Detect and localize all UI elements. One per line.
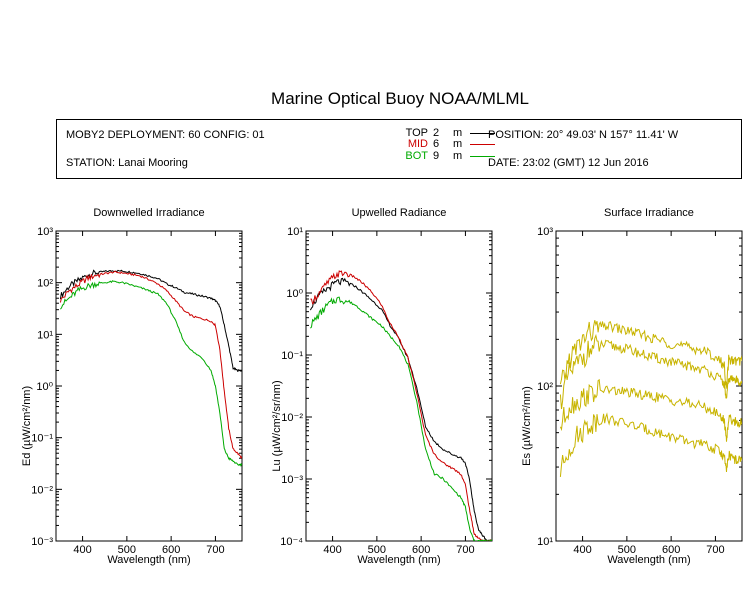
x-tick-label: 400 bbox=[73, 544, 91, 556]
x-axis-label: Wavelength (nm) bbox=[357, 554, 440, 566]
legend-bot: BOT 9 m bbox=[363, 150, 513, 162]
series-line-bot bbox=[60, 280, 242, 467]
series-line-1 bbox=[559, 333, 742, 410]
legend-mid: MID 6 m bbox=[363, 138, 513, 150]
legend-mid-line bbox=[470, 144, 495, 145]
y-tick-label: 10² bbox=[37, 278, 53, 290]
legend-top-depth: 2 bbox=[433, 127, 440, 139]
legend-bot-depth: 9 bbox=[433, 150, 440, 162]
chart-title: Downwelled Irradiance bbox=[93, 207, 204, 219]
y-tick-label: 10⁰ bbox=[36, 381, 53, 393]
y-tick-label: 10⁻⁴ bbox=[280, 536, 303, 548]
deployment-text: MOBY2 DEPLOYMENT: 60 CONFIG: 01 bbox=[66, 129, 265, 141]
x-tick-label: 600 bbox=[662, 544, 680, 556]
plot-frame bbox=[305, 230, 493, 542]
series-line-mid bbox=[59, 270, 242, 459]
y-tick-label: 10¹ bbox=[287, 226, 303, 238]
legend-top: TOP 2 m bbox=[363, 127, 513, 139]
chart-title: Surface Irradiance bbox=[604, 207, 694, 219]
x-tick-label: 700 bbox=[456, 544, 474, 556]
series-line-top bbox=[309, 277, 492, 541]
legend-bot-unit: m bbox=[453, 150, 463, 162]
y-axis-label: Lu (µW/cm²/sr/nm) bbox=[271, 380, 283, 471]
x-tick-label: 500 bbox=[118, 544, 136, 556]
y-tick-label: 10¹ bbox=[37, 329, 53, 341]
y-tick-label: 10⁻¹ bbox=[31, 433, 53, 445]
x-axis-label: Wavelength (nm) bbox=[607, 554, 690, 566]
y-tick-label: 10⁻³ bbox=[31, 536, 53, 548]
date-text: DATE: 23:02 (GMT) 12 Jun 2016 bbox=[488, 157, 649, 169]
y-tick-label: 10³ bbox=[37, 226, 53, 238]
y-tick-label: 10⁻² bbox=[31, 484, 53, 496]
x-tick-label: 400 bbox=[323, 544, 341, 556]
plot-frame bbox=[555, 230, 743, 542]
main-title: Marine Optical Buoy NOAA/MLML bbox=[271, 89, 529, 108]
x-tick-label: 600 bbox=[412, 544, 430, 556]
x-axis-label: Wavelength (nm) bbox=[107, 554, 190, 566]
y-axis-label: Ed (µW/cm²/nm) bbox=[21, 386, 33, 466]
legend-bot-line bbox=[470, 156, 495, 157]
chart-panel-2: Surface Irradiance 400 500 600 700 10¹ 10² 10³ W… bbox=[521, 207, 743, 566]
y-tick-label: 10² bbox=[537, 381, 553, 393]
series-line-top bbox=[59, 269, 242, 372]
chart-title: Upwelled Radiance bbox=[352, 207, 447, 219]
x-tick-label: 700 bbox=[206, 544, 224, 556]
chart-panel-0: Downwelled Irradiance 400 500 600 700 10⁻³ 10⁻… bbox=[21, 207, 243, 566]
y-axis-label: Es (µW/cm²/nm) bbox=[521, 386, 533, 466]
y-tick-label: 10³ bbox=[537, 226, 553, 238]
y-tick-label: 10⁻² bbox=[281, 412, 303, 424]
legend-top-line bbox=[470, 133, 495, 134]
y-tick-label: 10⁻³ bbox=[281, 474, 303, 486]
position-text: POSITION: 20° 49.03' N 157° 11.41' W bbox=[488, 129, 679, 141]
legend-mid-depth: 6 bbox=[433, 138, 440, 150]
x-tick-label: 400 bbox=[573, 544, 591, 556]
x-tick-label: 500 bbox=[368, 544, 386, 556]
x-tick-label: 500 bbox=[618, 544, 636, 556]
y-tick-label: 10⁻¹ bbox=[281, 350, 303, 362]
series-line-3 bbox=[559, 412, 742, 477]
legend-bot-name: BOT bbox=[405, 150, 428, 162]
info-box: MOBY2 DEPLOYMENT: 60 CONFIG: 01 STATION:… bbox=[56, 119, 742, 179]
x-tick-label: 700 bbox=[706, 544, 724, 556]
legend-top-unit: m bbox=[453, 127, 463, 139]
series-line-mid bbox=[310, 270, 492, 541]
station-text: STATION: Lanai Mooring bbox=[66, 157, 188, 169]
plot-frame bbox=[55, 230, 243, 542]
series-line-bot bbox=[310, 296, 492, 541]
legend-top-name: TOP bbox=[405, 127, 428, 139]
legend-mid-name: MID bbox=[407, 138, 428, 150]
chart-panel-1: Upwelled Radiance 400 500 600 700 10⁻⁴ 10⁻³ 10⁻… bbox=[271, 207, 493, 566]
legend-mid-unit: m bbox=[453, 138, 463, 150]
x-tick-label: 600 bbox=[162, 544, 180, 556]
series-line-2 bbox=[559, 378, 742, 442]
y-tick-label: 10⁰ bbox=[286, 288, 303, 300]
y-tick-label: 10¹ bbox=[537, 536, 553, 548]
series-line-0 bbox=[559, 320, 742, 389]
